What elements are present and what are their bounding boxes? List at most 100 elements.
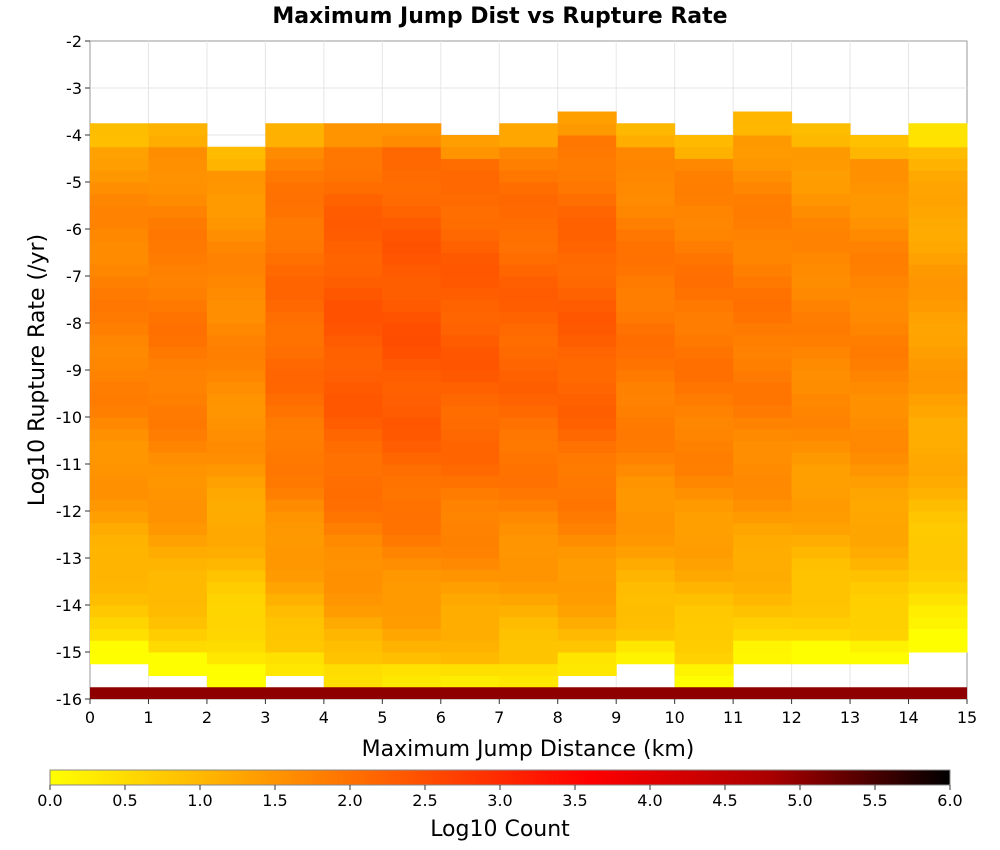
heatmap-cell xyxy=(265,464,325,477)
heatmap-cell xyxy=(499,464,559,477)
heatmap-cell xyxy=(616,499,676,512)
heatmap-cell xyxy=(148,499,208,512)
heatmap-cell xyxy=(616,640,676,653)
heatmap-cell xyxy=(148,522,208,535)
colorbar-tick-label: 0.5 xyxy=(112,791,137,810)
heatmap-cell xyxy=(616,229,676,242)
heatmap-cell xyxy=(674,522,734,535)
heatmap-cell xyxy=(616,546,676,559)
heatmap-cell xyxy=(499,346,559,359)
heatmap-cell xyxy=(674,146,734,159)
heatmap-cell xyxy=(733,581,793,594)
heatmap-cell xyxy=(206,276,266,289)
heatmap-cell xyxy=(908,440,968,453)
heatmap-cell xyxy=(265,146,325,159)
heatmap-cell xyxy=(206,299,266,312)
heatmap-cell xyxy=(908,299,968,312)
heatmap-cell xyxy=(791,381,851,394)
heatmap-cell xyxy=(850,593,910,606)
heatmap-cell xyxy=(323,605,383,618)
heatmap-cell xyxy=(382,170,442,183)
heatmap-cell xyxy=(90,229,149,242)
heatmap-cell xyxy=(557,170,617,183)
heatmap-cell xyxy=(382,405,442,418)
heatmap-cell xyxy=(499,616,559,629)
heatmap-cell xyxy=(674,240,734,253)
heatmap-cell xyxy=(616,652,676,665)
heatmap-cell xyxy=(557,276,617,289)
heatmap-cell xyxy=(382,158,442,171)
heatmap-cell xyxy=(733,593,793,606)
heatmap-cell xyxy=(674,499,734,512)
heatmap-cell xyxy=(733,452,793,465)
heatmap-cell xyxy=(674,605,734,618)
heatmap-cell xyxy=(674,628,734,641)
heatmap-cell xyxy=(206,229,266,242)
heatmap-cell xyxy=(265,581,325,594)
heatmap-cell xyxy=(148,240,208,253)
heatmap-cell xyxy=(791,276,851,289)
heatmap-cell xyxy=(265,569,325,582)
heatmap-cell xyxy=(733,276,793,289)
heatmap-cell xyxy=(323,170,383,183)
heatmap-cell xyxy=(90,193,149,206)
heatmap-cell xyxy=(733,428,793,441)
heatmap-cell xyxy=(850,146,910,159)
heatmap-cell xyxy=(616,534,676,547)
heatmap-cell xyxy=(206,628,266,641)
heatmap-cell xyxy=(382,487,442,500)
heatmap-cell xyxy=(616,569,676,582)
heatmap-cell xyxy=(382,346,442,359)
heatmap-cell xyxy=(674,135,734,148)
heatmap-cell xyxy=(206,193,266,206)
heatmap-cell xyxy=(557,522,617,535)
heatmap-cell xyxy=(148,323,208,336)
heatmap-cell xyxy=(557,581,617,594)
heatmap-cells xyxy=(90,111,968,699)
heatmap-cell xyxy=(791,193,851,206)
heatmap-cell xyxy=(557,205,617,218)
heatmap-cell xyxy=(265,522,325,535)
heatmap-cell xyxy=(733,193,793,206)
heatmap-cell xyxy=(265,276,325,289)
heatmap-cell xyxy=(674,229,734,242)
heatmap-cell xyxy=(499,252,559,265)
heatmap-cell xyxy=(616,193,676,206)
heatmap-cell xyxy=(265,311,325,324)
heatmap-cell xyxy=(791,499,851,512)
heatmap-cell xyxy=(265,323,325,336)
heatmap-cell xyxy=(616,334,676,347)
heatmap-cell xyxy=(148,182,208,195)
heatmap-cell xyxy=(90,534,149,547)
heatmap-cell xyxy=(323,205,383,218)
heatmap-cell xyxy=(908,393,968,406)
heatmap-cell xyxy=(499,605,559,618)
heatmap-cell xyxy=(265,440,325,453)
heatmap-cell xyxy=(382,593,442,606)
heatmap-cell xyxy=(499,522,559,535)
heatmap-cell xyxy=(733,605,793,618)
heatmap-cell xyxy=(90,499,149,512)
heatmap-cell xyxy=(382,475,442,488)
heatmap-cell xyxy=(90,299,149,312)
y-axis-label: Log10 Rupture Rate (/yr) xyxy=(25,234,50,506)
heatmap-cell xyxy=(908,475,968,488)
heatmap-cell xyxy=(557,217,617,230)
heatmap-cell xyxy=(440,464,500,477)
heatmap-cell xyxy=(791,452,851,465)
heatmap-cell xyxy=(90,205,149,218)
heatmap-cell xyxy=(850,252,910,265)
heatmap-cell xyxy=(616,593,676,606)
heatmap-cell xyxy=(206,170,266,183)
heatmap-cell xyxy=(733,264,793,277)
heatmap-cell xyxy=(557,229,617,242)
heatmap-cell xyxy=(382,229,442,242)
heatmap-cell xyxy=(908,229,968,242)
heatmap-cell xyxy=(323,252,383,265)
heatmap-cell xyxy=(440,440,500,453)
heatmap-cell xyxy=(323,558,383,571)
heatmap-cell xyxy=(850,616,910,629)
y-tick-label: -11 xyxy=(56,455,82,474)
heatmap-cell xyxy=(908,217,968,230)
heatmap-cell xyxy=(265,217,325,230)
